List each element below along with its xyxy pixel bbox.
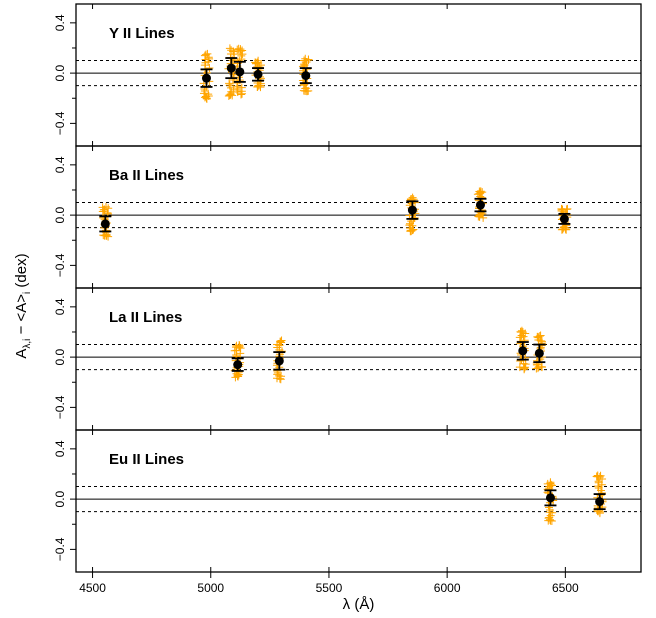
star-point xyxy=(225,81,234,90)
y-axis-title-part: − <A> xyxy=(13,294,30,339)
y-tick-label: 0.4 xyxy=(53,14,67,31)
star-point xyxy=(545,515,554,524)
y-tick-label: 0.0 xyxy=(53,490,67,507)
mean-point xyxy=(518,346,528,356)
star-point xyxy=(536,331,545,340)
star-point xyxy=(234,368,243,377)
y-tick-label: −0.4 xyxy=(53,395,67,419)
y-axis-title-part: A xyxy=(13,349,30,359)
star-point xyxy=(409,225,418,234)
star-point xyxy=(201,50,210,59)
star-point xyxy=(557,205,566,214)
mean-point xyxy=(235,67,245,77)
y-axis-title-part: (dex) xyxy=(13,253,30,291)
star-point xyxy=(224,91,233,100)
star-point xyxy=(237,90,246,99)
mean-point xyxy=(100,219,110,229)
star-point xyxy=(519,332,528,341)
panel-title: Eu II Lines xyxy=(109,451,184,468)
star-point xyxy=(476,187,485,196)
x-tick-label: 6000 xyxy=(434,581,461,595)
star-point xyxy=(546,478,555,487)
star-point xyxy=(225,79,234,88)
panel-title: Ba II Lines xyxy=(109,167,184,184)
y-tick-label: 0.0 xyxy=(53,64,67,81)
x-tick-label: 4500 xyxy=(79,581,106,595)
y-tick-label: 0.4 xyxy=(53,298,67,315)
star-point xyxy=(516,328,525,337)
y-axis-title-subscript: λ,i xyxy=(22,339,33,349)
star-point xyxy=(276,337,285,346)
mean-point xyxy=(407,205,417,215)
star-point xyxy=(254,56,263,65)
y-tick-label: −0.4 xyxy=(53,537,67,561)
star-point xyxy=(204,90,213,99)
star-point xyxy=(203,49,212,58)
star-point xyxy=(205,63,214,72)
mean-point xyxy=(253,69,263,79)
panel-title: La II Lines xyxy=(109,309,182,326)
star-point xyxy=(237,51,246,60)
mean-point xyxy=(595,497,605,507)
panel-frame xyxy=(75,429,642,573)
star-point xyxy=(300,56,309,65)
mean-point xyxy=(274,356,284,366)
star-point xyxy=(478,188,487,197)
y-axis-title-subscript: i xyxy=(22,292,33,294)
y-tick-label: 0.4 xyxy=(53,156,67,173)
star-point xyxy=(537,362,546,371)
star-point xyxy=(237,83,246,92)
star-point xyxy=(98,203,107,212)
star-point xyxy=(517,326,526,335)
star-point xyxy=(101,202,110,211)
star-point xyxy=(226,90,235,99)
star-point xyxy=(593,471,602,480)
star-point xyxy=(236,45,245,54)
y-tick-label: 0.4 xyxy=(53,440,67,457)
star-point xyxy=(408,193,417,202)
x-axis-title: λ (Å) xyxy=(343,596,375,613)
star-point xyxy=(405,221,414,230)
mean-point xyxy=(201,73,211,83)
mean-point xyxy=(233,360,243,370)
star-point xyxy=(225,44,234,53)
panel-title: Y II Lines xyxy=(109,25,175,42)
x-tick-label: 5500 xyxy=(316,581,343,595)
y-tick-label: 0.0 xyxy=(53,348,67,365)
star-point xyxy=(227,46,236,55)
star-point xyxy=(301,54,310,63)
mean-point xyxy=(545,493,555,503)
star-point xyxy=(238,46,247,55)
star-point xyxy=(233,82,242,91)
mean-point xyxy=(559,214,569,224)
mean-point xyxy=(475,200,485,210)
star-point xyxy=(277,336,286,345)
y-tick-label: 0.0 xyxy=(53,206,67,223)
star-point xyxy=(593,482,602,491)
y-tick-label: −0.4 xyxy=(53,253,67,277)
y-tick-label: −0.4 xyxy=(53,111,67,135)
x-tick-label: 6500 xyxy=(552,581,579,595)
y-axis-title: Aλ,i − <A>i (dex) xyxy=(13,253,33,358)
star-point xyxy=(253,58,262,67)
mean-point xyxy=(226,63,236,73)
star-point xyxy=(545,513,554,522)
mean-point xyxy=(301,71,311,81)
star-point xyxy=(300,80,309,89)
star-point xyxy=(235,341,244,350)
x-tick-label: 5000 xyxy=(197,581,224,595)
star-point xyxy=(516,356,525,365)
mean-point xyxy=(534,348,544,358)
star-point xyxy=(515,333,524,342)
